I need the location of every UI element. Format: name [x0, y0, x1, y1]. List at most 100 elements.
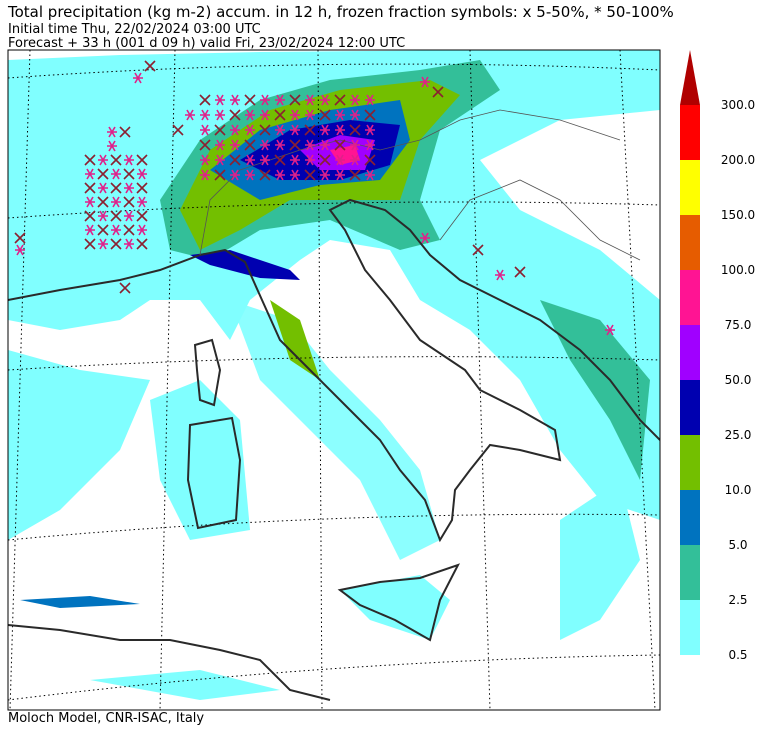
snow-symbol	[320, 169, 330, 181]
mixed-symbol	[514, 266, 526, 278]
mixed-symbol	[97, 224, 109, 236]
snow-symbol	[320, 124, 330, 136]
snow-symbol	[137, 224, 147, 236]
snow-symbol	[290, 154, 300, 166]
colorbar-label: 2.5	[728, 593, 747, 607]
mixed-symbol	[123, 168, 135, 180]
snow-symbol	[98, 154, 108, 166]
footer: Moloch Model, CNR-ISAC, Italy	[8, 711, 204, 726]
snow-symbol	[290, 124, 300, 136]
mixed-symbol	[119, 126, 131, 138]
snow-symbol	[98, 182, 108, 194]
snow-symbol	[350, 109, 360, 121]
snow-symbol	[335, 124, 345, 136]
colorbar-segment	[680, 215, 700, 270]
colorbar-label: 100.0	[721, 263, 755, 277]
mixed-symbol	[110, 154, 122, 166]
snow-symbol	[133, 72, 143, 84]
snow-symbol	[290, 109, 300, 121]
mixed-symbol	[14, 232, 26, 244]
snow-symbol	[200, 169, 210, 181]
snow-symbol	[260, 154, 270, 166]
snow-symbol	[335, 154, 345, 166]
colorbar: 0.5 2.5 5.0 10.0 25.0 50.0 75.0 100.0 150.0 200.0…	[680, 50, 755, 662]
snow-symbol	[85, 196, 95, 208]
colorbar-segment	[680, 435, 700, 490]
snow-symbol	[305, 154, 315, 166]
mixed-symbol	[274, 109, 286, 121]
snow-symbol	[124, 182, 134, 194]
snow-symbol	[305, 94, 315, 106]
colorbar-segment	[680, 600, 700, 655]
snow-symbol	[215, 154, 225, 166]
colorbar-segment	[680, 545, 700, 600]
mixed-symbol	[364, 109, 376, 121]
snow-symbol	[365, 169, 375, 181]
snow-symbol	[350, 94, 360, 106]
mixed-symbol	[274, 154, 286, 166]
mixed-symbol	[349, 169, 361, 181]
mixed-symbol	[244, 139, 256, 151]
mixed-symbol	[110, 238, 122, 250]
snow-symbol	[15, 244, 25, 256]
snow-symbol	[305, 109, 315, 121]
snow-symbol	[260, 139, 270, 151]
colorbar-label: 50.0	[725, 373, 752, 387]
frozen-symbols	[14, 60, 615, 336]
snow-symbol	[290, 169, 300, 181]
snow-symbol	[111, 224, 121, 236]
snow-symbol	[215, 94, 225, 106]
snow-symbol	[111, 168, 121, 180]
snow-symbol	[275, 124, 285, 136]
precip-field	[8, 50, 660, 700]
snow-symbol	[275, 139, 285, 151]
snow-symbol	[245, 109, 255, 121]
mixed-symbol	[172, 124, 184, 136]
snow-symbol	[85, 168, 95, 180]
mixed-symbol	[472, 244, 484, 256]
initial-time: Initial time Thu, 22/02/2024 03:00 UTC	[8, 22, 261, 37]
colorbar-segment	[680, 270, 700, 325]
mixed-symbol	[432, 86, 444, 98]
colorbar-label: 300.0	[721, 98, 755, 112]
snow-symbol	[350, 139, 360, 151]
snow-symbol	[320, 94, 330, 106]
mixed-symbol	[199, 139, 211, 151]
mixed-symbol	[319, 109, 331, 121]
snow-symbol	[230, 169, 240, 181]
snow-symbol	[124, 210, 134, 222]
mixed-symbol	[244, 94, 256, 106]
snow-symbol	[107, 140, 117, 152]
snow-symbol	[420, 232, 430, 244]
colorbar-label: 200.0	[721, 153, 755, 167]
mixed-symbol	[84, 210, 96, 222]
colorbar-segment	[680, 105, 700, 160]
graticule	[8, 50, 660, 710]
snow-symbol	[200, 124, 210, 136]
snow-symbol	[107, 126, 117, 138]
snow-symbol	[98, 238, 108, 250]
snow-symbol	[215, 139, 225, 151]
map	[8, 50, 660, 710]
mixed-symbol	[123, 224, 135, 236]
colorbar-extend	[680, 50, 700, 105]
mixed-symbol	[364, 154, 376, 166]
snow-symbol	[98, 210, 108, 222]
snow-symbol	[85, 224, 95, 236]
snow-symbol	[245, 169, 255, 181]
snow-symbol	[335, 169, 345, 181]
mixed-symbol	[84, 182, 96, 194]
colorbar-segment	[680, 325, 700, 380]
snow-symbol	[200, 109, 210, 121]
mixed-symbol	[259, 169, 271, 181]
mixed-symbol	[289, 94, 301, 106]
mixed-symbol	[229, 109, 241, 121]
mixed-symbol	[229, 154, 241, 166]
mixed-symbol	[214, 169, 226, 181]
snow-symbol	[245, 154, 255, 166]
snow-symbol	[305, 139, 315, 151]
snow-symbol	[605, 324, 615, 336]
mixed-symbol	[123, 196, 135, 208]
mixed-symbol	[136, 238, 148, 250]
colorbar-label: 0.5	[728, 648, 747, 662]
